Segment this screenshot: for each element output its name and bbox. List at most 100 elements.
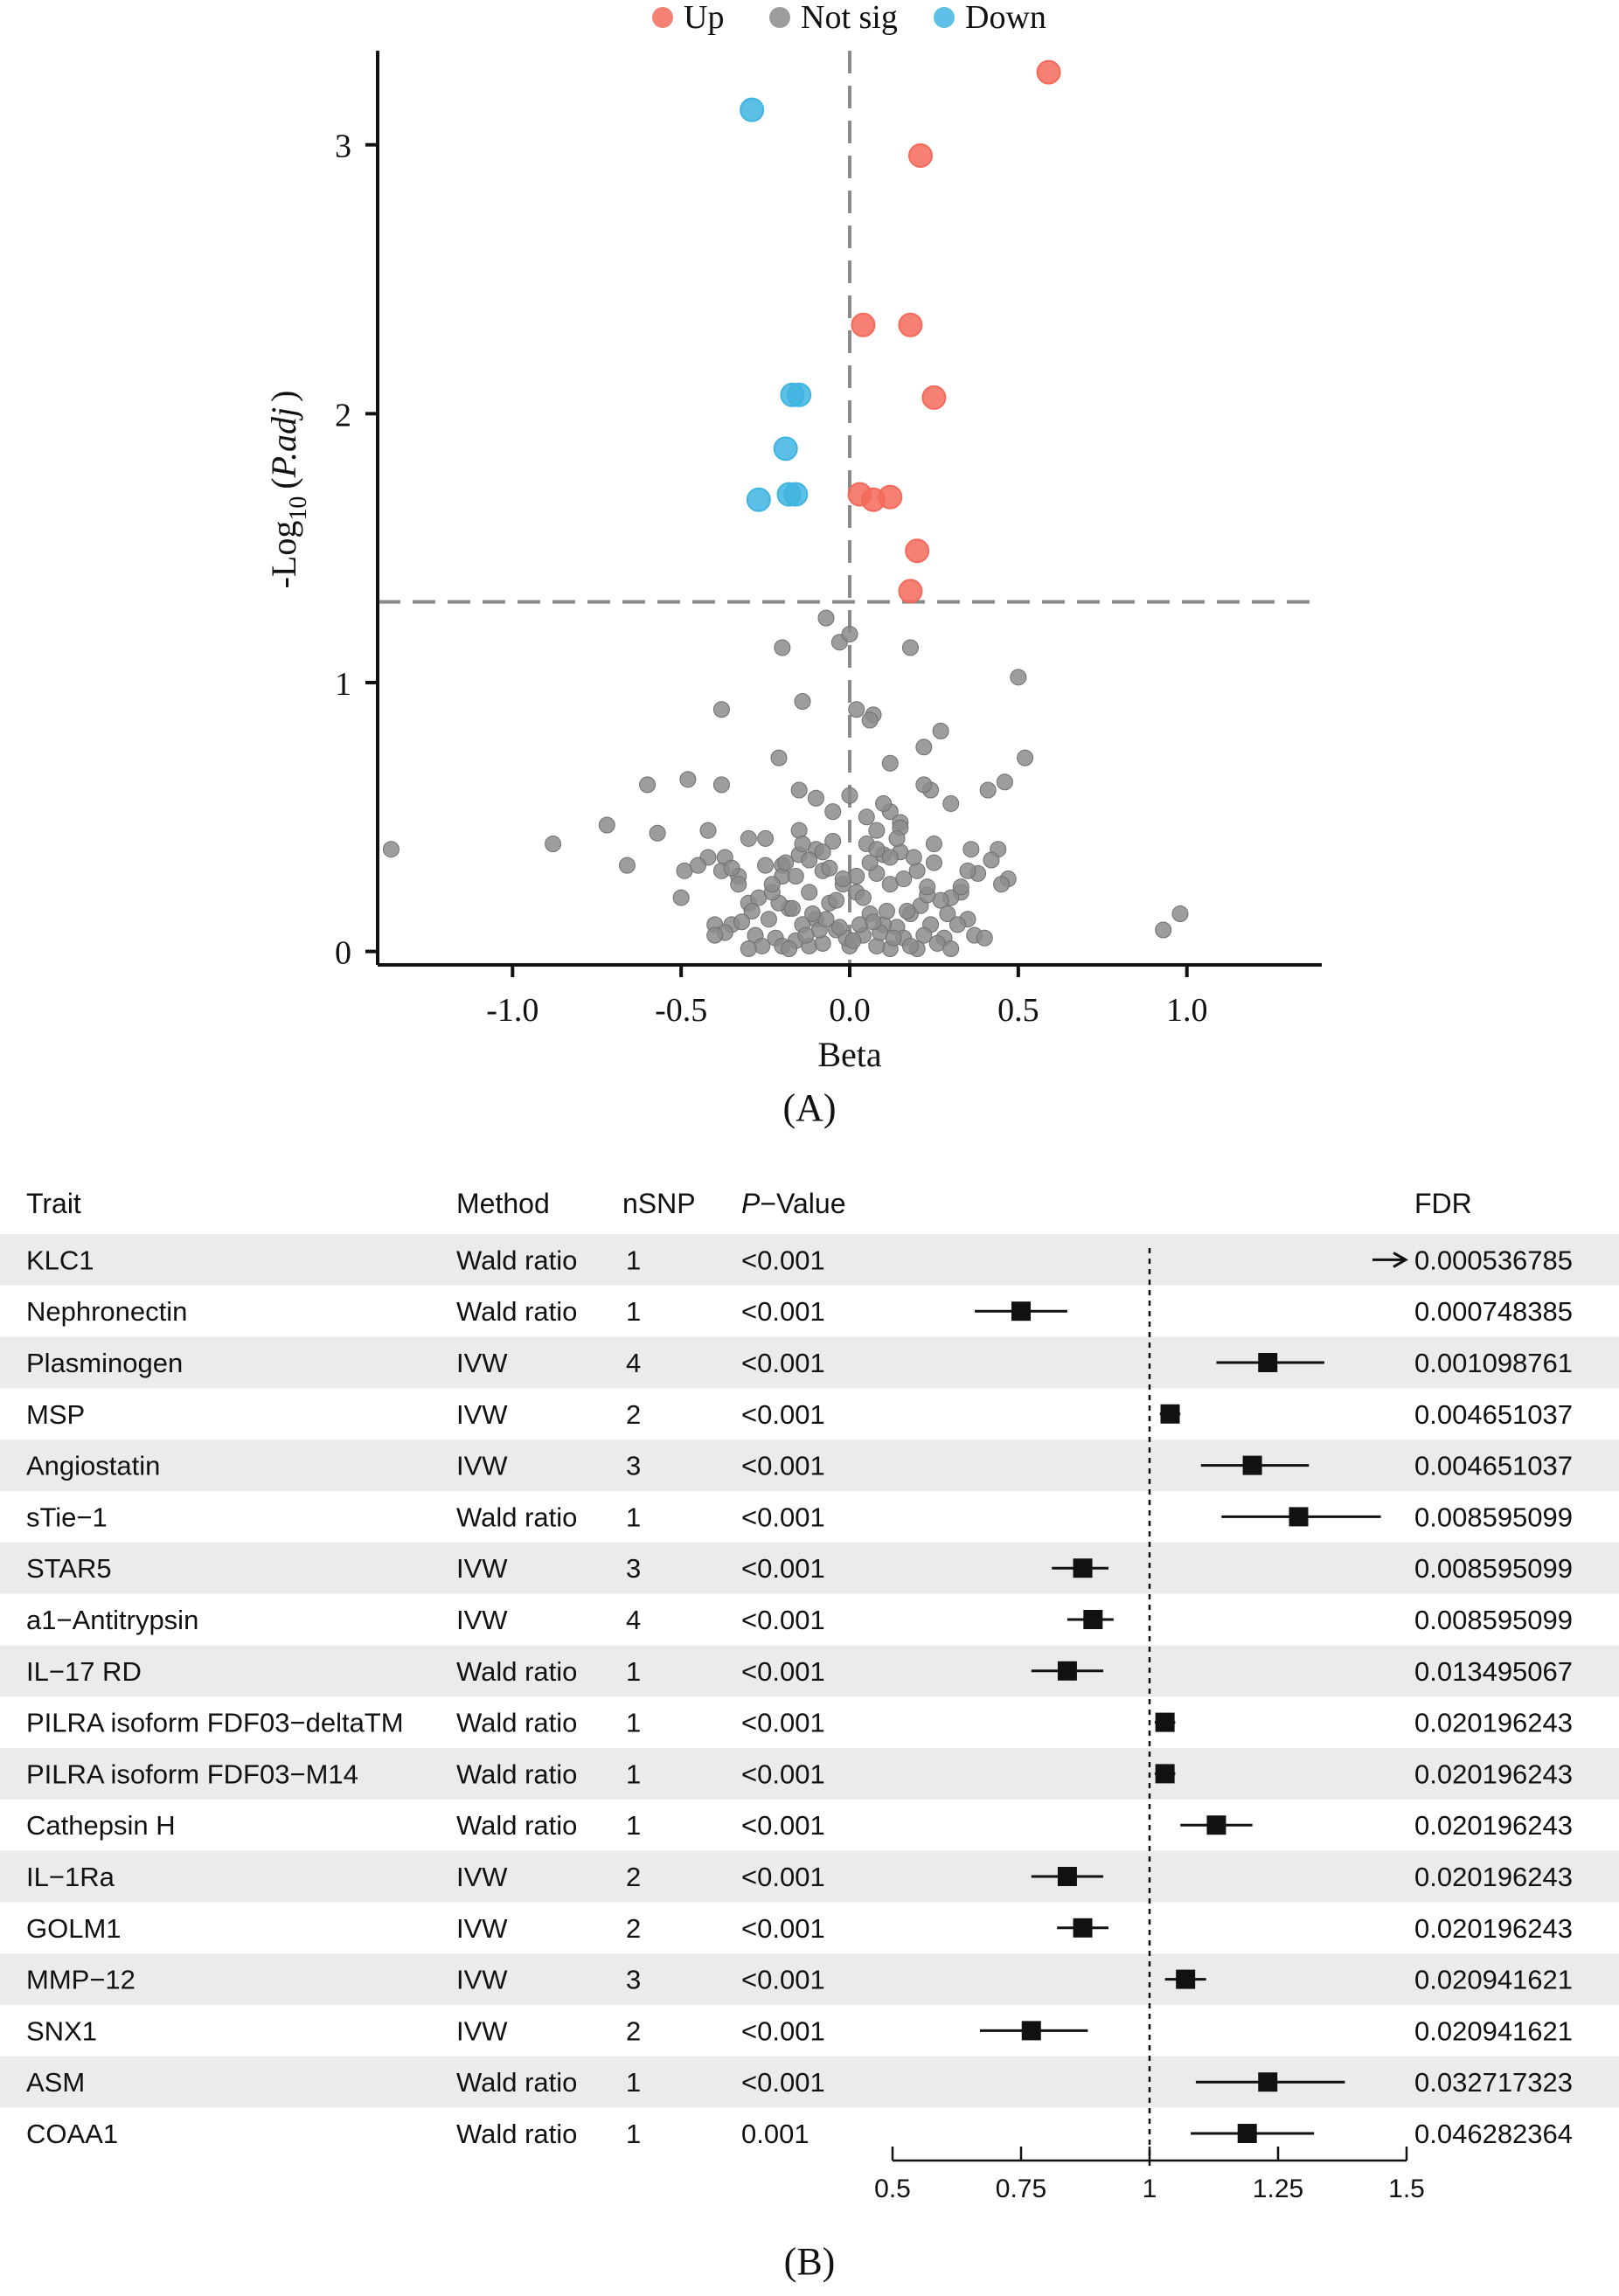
header-nsnp: nSNP [622,1188,696,1219]
point-not-sig [712,776,730,794]
cell-fdr: 0.013495067 [1414,1656,1573,1687]
point-not-sig [901,639,919,656]
point-up [851,312,876,337]
point-estimate [1237,2124,1257,2143]
point-not-sig [959,862,976,879]
point-not-sig [865,913,882,931]
cell-nsnp: 1 [626,1810,641,1841]
point-not-sig [841,787,858,804]
point-not-sig [858,808,875,826]
forest-axis: 0.5 0.75 1 1.25 1.5 [874,1248,1425,2203]
table-rows: KLC1 Wald ratio 1 <0.001 0.000536785 Nephrone… [26,1245,1573,2149]
row-stripe [0,1850,1619,1903]
cell-method: Wald ratio [456,1810,577,1841]
point-not-sig [948,916,966,933]
point-not-sig [649,824,666,842]
forest-plot: Trait Method nSNP P−Value FDR KLC1 Wald r… [0,1188,1619,2283]
y-tick-label: 0 [335,935,351,972]
point-down [787,382,812,407]
point-not-sig [830,919,848,936]
cell-fdr: 0.000536785 [1414,1245,1573,1275]
y-tick-label: 2 [335,397,351,434]
point-down [783,482,809,507]
point-not-sig [925,854,942,871]
cell-trait: Cathepsin H [26,1810,176,1841]
point-not-sig [699,822,717,839]
row-stripe [0,1439,1619,1491]
point-not-sig [712,701,730,718]
header-fdr: FDR [1414,1188,1472,1219]
point-not-sig [844,932,862,949]
point-not-sig [979,781,997,799]
point-not-sig [760,911,777,928]
point-not-sig [841,626,858,643]
point-not-sig [848,701,865,718]
point-not-sig [787,867,804,884]
point-not-sig [740,829,757,847]
cell-fdr: 0.046282364 [1414,2119,1573,2149]
point-not-sig [618,857,636,874]
row-stripe [0,2056,1619,2108]
cell-method: IVW [456,1348,508,1378]
point-not-sig [774,639,791,656]
point-not-sig [777,854,795,871]
x-axis-label: Beta [817,1035,882,1074]
point-estimate [1057,1867,1077,1886]
cell-trait: PILRA isoform FDF03−deltaTM [26,1708,404,1738]
cell-pvalue: <0.001 [741,2067,825,2098]
header-trait: Trait [26,1188,81,1219]
point-not-sig [817,609,835,627]
point-not-sig [689,857,706,874]
point-not-sig [706,926,724,944]
cell-trait: PILRA isoform FDF03−M14 [26,1758,358,1789]
point-not-sig [828,891,845,909]
point-not-sig [895,871,913,888]
x-tick-label: -0.5 [655,992,707,1029]
point-not-sig [851,916,869,933]
cell-trait: GOLM1 [26,1913,122,1944]
point-estimate [1258,1353,1278,1372]
cell-trait: STAR5 [26,1553,112,1584]
x-tick-label: 0.5 [997,992,1039,1029]
row-stripes [0,1234,1619,2108]
cell-nsnp: 1 [626,2067,641,2098]
cell-trait: MMP−12 [26,1965,135,1995]
point-not-sig [770,749,788,766]
point-estimate [1011,1301,1031,1321]
cell-method: Wald ratio [456,2119,577,2149]
point-not-sig [976,929,993,947]
cell-nsnp: 1 [626,1296,641,1327]
cell-trait: KLC1 [26,1245,94,1275]
cell-fdr: 0.001098761 [1414,1348,1573,1378]
point-up [921,385,947,410]
cell-nsnp: 4 [626,1605,641,1635]
header-method: Method [456,1188,550,1219]
table-header: Trait Method nSNP P−Value FDR [26,1188,1472,1219]
point-not-sig [821,859,838,877]
point-up [1036,59,1061,85]
x-tick-label: -1.0 [486,992,539,1029]
point-not-sig [804,905,822,923]
point-not-sig [834,871,851,888]
cell-trait: Nephronectin [26,1296,187,1327]
point-estimate [1242,1455,1262,1475]
point-not-sig [672,889,690,906]
cell-method: IVW [456,1965,508,1995]
point-not-sig [639,776,657,794]
point-not-sig [757,857,775,874]
cell-pvalue: 0.001 [741,2119,810,2149]
point-not-sig [919,878,936,896]
cell-nsnp: 1 [626,1656,641,1687]
point-not-sig [939,905,956,923]
point-not-sig [983,851,1000,869]
cell-method: Wald ratio [456,1296,577,1327]
point-up [908,142,933,168]
axes: -1.0 -0.5 0.0 0.5 1.0 0 1 2 3 [335,51,1322,1029]
point-estimate [1155,1712,1175,1732]
row-stripe [0,1748,1619,1800]
point-not-sig [996,773,1013,791]
point-not-sig [1155,921,1172,939]
cell-pvalue: <0.001 [741,1553,825,1584]
cell-pvalue: <0.001 [741,1965,825,1995]
legend-marker [652,7,673,28]
